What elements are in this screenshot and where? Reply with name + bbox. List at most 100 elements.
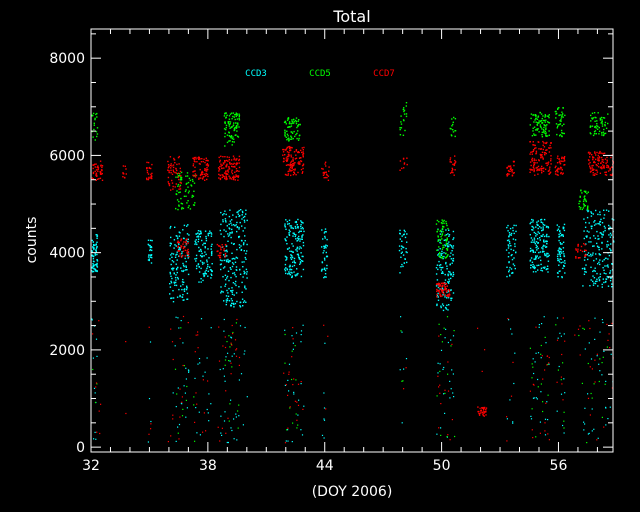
data-point	[532, 263, 534, 266]
data-point	[447, 246, 449, 248]
data-point	[221, 244, 223, 246]
data-point	[224, 132, 226, 135]
data-point	[563, 420, 565, 422]
data-point	[175, 207, 177, 210]
data-point	[530, 151, 532, 153]
data-point	[529, 247, 532, 250]
data-point	[594, 317, 596, 319]
data-point	[562, 362, 564, 364]
data-point	[541, 355, 543, 357]
data-point	[606, 275, 608, 278]
data-point	[96, 112, 98, 115]
data-point	[596, 242, 598, 245]
data-point	[562, 241, 565, 243]
data-point	[577, 243, 579, 246]
data-point	[441, 250, 443, 253]
data-point	[177, 250, 179, 252]
data-point	[557, 259, 559, 262]
data-point	[96, 174, 98, 177]
data-point	[538, 159, 540, 162]
data-point	[94, 244, 96, 246]
data-point	[95, 244, 97, 246]
data-point	[92, 255, 95, 258]
data-point	[198, 266, 200, 268]
data-point	[219, 165, 221, 168]
data-point	[598, 160, 600, 162]
data-point	[204, 251, 206, 253]
data-point	[229, 176, 231, 179]
data-point	[182, 294, 184, 296]
data-point	[223, 229, 225, 231]
data-point	[167, 441, 169, 443]
data-point	[96, 265, 98, 267]
data-point	[435, 273, 438, 275]
data-point	[292, 327, 294, 329]
data-point	[448, 295, 450, 297]
data-point	[288, 232, 290, 234]
data-point	[288, 363, 291, 365]
data-point	[325, 244, 327, 246]
data-point	[594, 359, 596, 361]
data-point	[231, 262, 234, 264]
data-point	[227, 173, 229, 175]
data-point	[586, 230, 588, 232]
data-point	[533, 162, 535, 164]
data-point	[196, 161, 198, 163]
data-point	[222, 291, 224, 293]
data-point	[287, 164, 290, 166]
data-point	[564, 262, 566, 264]
data-point	[291, 256, 294, 259]
data-point	[559, 230, 561, 232]
data-point	[590, 358, 593, 360]
data-point	[439, 294, 442, 296]
data-point	[546, 149, 548, 151]
data-point	[436, 290, 438, 293]
data-point	[238, 226, 240, 229]
data-point	[601, 362, 603, 364]
data-point	[178, 188, 180, 190]
data-point	[240, 245, 242, 247]
data-point	[177, 266, 179, 269]
data-point	[300, 238, 302, 240]
data-point	[547, 433, 549, 435]
data-point	[443, 239, 445, 241]
data-point	[226, 159, 228, 162]
data-point	[225, 170, 227, 172]
data-point	[555, 117, 557, 119]
data-point	[446, 295, 448, 297]
data-point	[285, 174, 288, 176]
data-point	[607, 264, 609, 266]
data-point	[437, 292, 439, 295]
data-point	[179, 167, 181, 170]
data-point	[291, 164, 294, 167]
data-point	[601, 319, 603, 321]
data-point	[545, 133, 547, 135]
data-point	[224, 220, 227, 222]
data-point	[228, 123, 230, 125]
data-point	[149, 246, 152, 249]
data-point	[592, 117, 595, 119]
data-point	[545, 127, 547, 129]
data-point	[450, 273, 452, 276]
data-point	[197, 236, 199, 238]
data-point	[295, 174, 297, 176]
data-point	[230, 236, 232, 239]
data-point	[244, 235, 246, 237]
data-point	[592, 169, 594, 171]
data-point	[602, 159, 604, 161]
data-point	[325, 171, 327, 173]
data-point	[184, 255, 186, 257]
data-point	[328, 170, 330, 172]
data-point	[324, 228, 327, 230]
data-point	[593, 383, 595, 385]
data-point	[558, 259, 560, 261]
data-point	[537, 165, 540, 168]
data-point	[170, 282, 173, 284]
data-point	[450, 252, 452, 254]
data-point	[437, 372, 439, 374]
data-point	[285, 259, 287, 261]
data-point	[556, 410, 558, 412]
data-point	[540, 235, 542, 237]
data-point	[229, 360, 231, 362]
data-point	[179, 294, 181, 297]
